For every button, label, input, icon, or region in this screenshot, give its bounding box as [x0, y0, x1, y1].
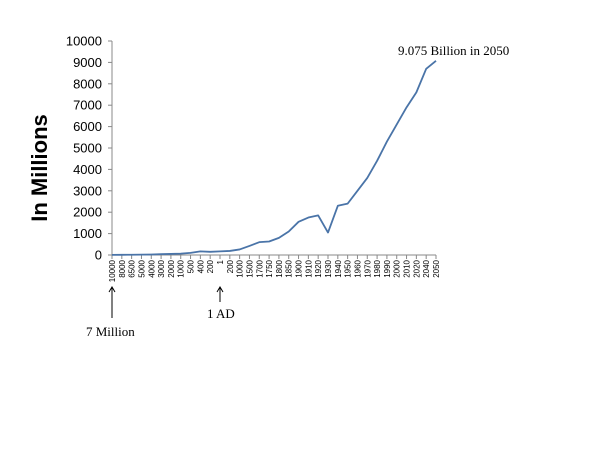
x-tick-label: 1970 — [363, 259, 372, 277]
x-tick-label: 1960 — [353, 259, 362, 277]
x-tick-label: 1900 — [295, 259, 304, 277]
x-tick-label: 1000 — [177, 259, 186, 277]
y-tick-label: 8000 — [73, 76, 102, 91]
x-tick-label: 200 — [226, 259, 235, 273]
series-line — [111, 60, 437, 256]
x-tick-label: 1930 — [324, 259, 333, 277]
x-tick-label: 1700 — [255, 259, 264, 277]
y-tick-label: 6000 — [73, 119, 102, 134]
y-tick-label: 5000 — [73, 141, 102, 156]
x-tick-label: 3000 — [157, 259, 166, 277]
annotation-1-ad: 1 AD — [207, 306, 235, 321]
y-tick-label: 7000 — [73, 98, 102, 113]
x-tick-label: 1800 — [275, 259, 284, 277]
x-tick-label: 500 — [187, 259, 196, 273]
x-tick-label: 1920 — [314, 259, 323, 277]
x-tick-label: 1000 — [236, 259, 245, 277]
arrow-start-head — [108, 286, 116, 293]
arrow-1-ad-head — [216, 286, 224, 293]
y-tick-label: 9000 — [73, 55, 102, 70]
y-tick-label: 3000 — [73, 183, 102, 198]
x-tick-label: 5000 — [137, 259, 146, 277]
y-tick-label: 1000 — [73, 226, 102, 241]
x-tick-label: 400 — [196, 259, 205, 273]
x-tick-label: 2040 — [422, 259, 431, 277]
x-tick-label: 10000 — [108, 259, 117, 282]
annotation-start: 7 Million — [86, 324, 135, 339]
annotation-top: 9.075 Billion in 2050 — [398, 43, 510, 58]
x-tick-label: 1940 — [334, 259, 343, 277]
x-tick-label: 1980 — [373, 259, 382, 277]
x-tick-label: 200 — [206, 259, 215, 273]
x-tick-label: 2000 — [393, 259, 402, 277]
series-population — [111, 60, 437, 256]
x-tick-label: 1 — [216, 259, 225, 264]
x-tick-label: 1750 — [265, 259, 274, 277]
x-tick-label: 1500 — [245, 259, 254, 277]
x-tick-label: 1910 — [304, 259, 313, 277]
y-tick-labels: 0 1000 2000 3000 4000 5000 6000 7000 8000 9000 100… — [66, 34, 102, 263]
y-tick-label: 0 — [95, 248, 102, 263]
y-axis-label: In Millions — [27, 114, 52, 222]
x-tick-label: 4000 — [147, 259, 156, 277]
y-tick-label: 2000 — [73, 205, 102, 220]
x-tick-label: 2000 — [167, 259, 176, 277]
x-tick-labels: 10000 8000 6500 5000 4000 3000 2000 1000 500 400 2… — [108, 259, 441, 282]
x-tick-label: 1990 — [383, 259, 392, 277]
axes — [108, 40, 437, 259]
x-tick-label: 6500 — [128, 259, 137, 277]
x-tick-label: 2020 — [412, 259, 421, 277]
y-tick-label: 10000 — [66, 34, 102, 49]
x-tick-label: 1850 — [285, 259, 294, 277]
x-tick-label: 2010 — [403, 259, 412, 277]
x-tick-label: 2050 — [432, 259, 441, 277]
annotation-arrows — [108, 286, 224, 318]
x-tick-label: 8000 — [118, 259, 127, 277]
y-tick-label: 4000 — [73, 162, 102, 177]
x-tick-label: 1950 — [344, 259, 353, 277]
